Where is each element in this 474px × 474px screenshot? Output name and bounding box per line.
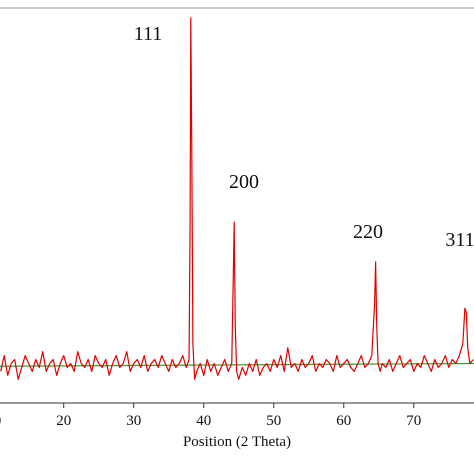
peak-label: 200 xyxy=(229,171,259,193)
peak-label: 311 xyxy=(445,229,474,251)
peak-label: 220 xyxy=(353,221,383,243)
x-tick-label: 50 xyxy=(266,413,281,429)
x-tick-label: 70 xyxy=(406,413,421,429)
x-tick-label: 40 xyxy=(196,413,211,429)
peak-label: 111 xyxy=(134,23,163,45)
x-axis-label: Position (2 Theta) xyxy=(183,434,291,450)
data-line xyxy=(0,17,474,380)
x-tick-label: 60 xyxy=(336,413,351,429)
x-tick-label: 10 xyxy=(0,413,1,429)
x-tick-label: 20 xyxy=(56,413,71,429)
x-tick-label: 30 xyxy=(126,413,141,429)
